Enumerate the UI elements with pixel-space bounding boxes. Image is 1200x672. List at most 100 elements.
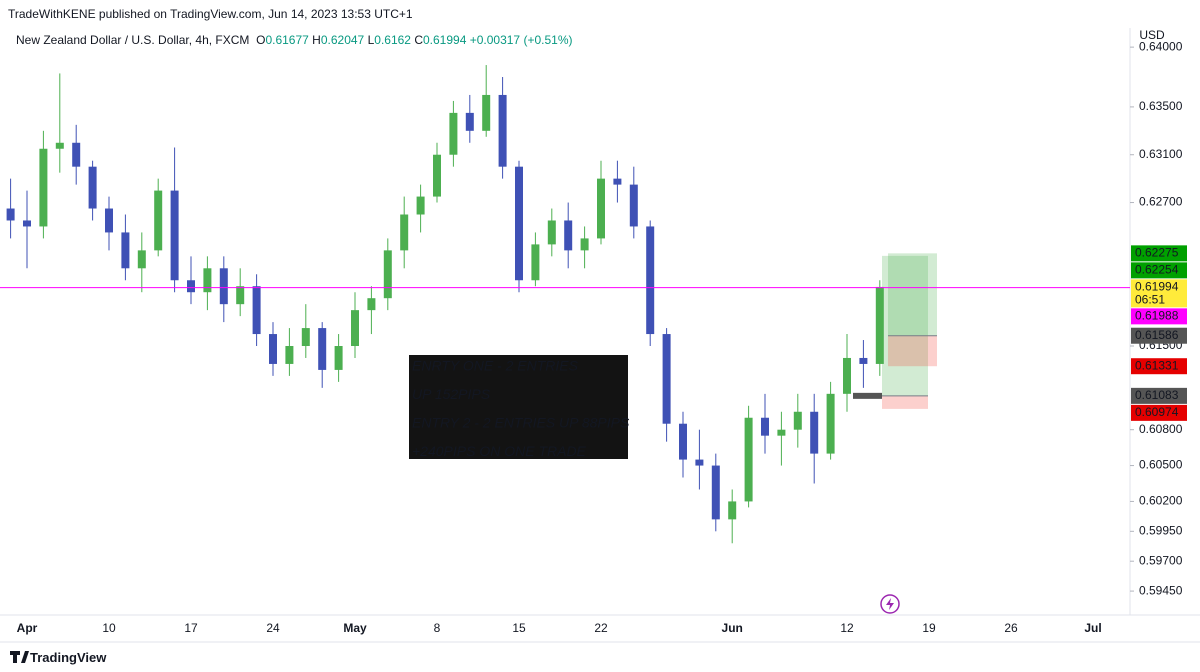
price-badge (1131, 262, 1187, 279)
candle-body (777, 429, 786, 436)
candle-body (498, 94, 507, 167)
candle-body (810, 411, 819, 454)
candle-body (285, 346, 294, 364)
ohlc-value: 0.61994 (422, 33, 467, 47)
annotation-text: +240PIPS ON ONE TRADE (412, 443, 587, 459)
candle-body (105, 208, 113, 233)
annotation-box (409, 355, 628, 459)
price-badge (1131, 358, 1187, 375)
candle-body (531, 244, 540, 281)
annotation-text: ENTRY 2 - 2 ENTRIES UP 88PIPS (412, 415, 630, 431)
price-badge (1131, 245, 1187, 262)
candle-body (646, 226, 655, 335)
annotation-text: ENRTY ONE - 2 ENTRIES (412, 358, 579, 374)
entry-marker (853, 392, 882, 399)
price-badge-label: 0.61586 (1135, 328, 1179, 342)
x-tick-label: 22 (594, 621, 608, 635)
candle-body (613, 178, 622, 185)
price-badge (1131, 308, 1187, 325)
price-badge (1131, 279, 1187, 308)
y-tick-label: 0.59700 (1139, 553, 1183, 567)
y-tick-label: 0.60800 (1139, 422, 1183, 436)
candle-body (580, 238, 589, 251)
alert-bolt (886, 598, 894, 610)
candle-body (728, 501, 737, 520)
candle-body (629, 184, 638, 227)
candle-body (383, 250, 392, 299)
candle-body (252, 286, 261, 335)
price-badge-label: 0.61083 (1135, 388, 1179, 402)
price-badge-label: 0.61994 (1135, 280, 1179, 294)
x-tick-label: May (343, 621, 367, 635)
x-tick-label: 26 (1004, 621, 1018, 635)
position-stop (882, 395, 928, 409)
y-tick-label: 0.64000 (1139, 39, 1183, 53)
candle-body (662, 334, 671, 424)
y-tick-label: 0.59450 (1139, 583, 1183, 597)
ohlc-value: 0.62047 (320, 33, 365, 47)
ohlc-value: 0.6162 (374, 33, 411, 47)
candle-body (236, 286, 245, 305)
x-tick-label: 17 (184, 621, 198, 635)
ohlc-label: L (367, 33, 375, 47)
x-tick-label: 8 (434, 621, 441, 635)
price-badge (1131, 387, 1187, 404)
price-badge-label: 0.62254 (1135, 263, 1179, 277)
candle-body (269, 334, 277, 364)
candle-body (564, 220, 573, 251)
candle-body (744, 417, 753, 502)
x-tick-label: Jul (1084, 621, 1101, 635)
price-badge (1131, 404, 1187, 421)
x-tick-label: 10 (102, 621, 116, 635)
x-tick-label: Apr (17, 621, 38, 635)
x-tick-label: 15 (512, 621, 526, 635)
candle-body (351, 310, 359, 347)
symbol: New Zealand Dollar / U.S. Dollar, 4h, FX… (16, 33, 250, 47)
candle-body (137, 250, 146, 269)
candle-body (203, 268, 212, 293)
price-badge-label: 0.61331 (1135, 358, 1179, 372)
candle-body (219, 268, 228, 305)
x-tick-label: 24 (266, 621, 280, 635)
candle-body (449, 112, 458, 155)
candle-body (433, 154, 441, 197)
candle-body (465, 112, 474, 131)
candle-body (859, 357, 868, 364)
candle-body (400, 214, 409, 251)
candle-body (301, 328, 310, 347)
candle-body (367, 298, 376, 311)
candle-body (761, 417, 769, 436)
alert-icon[interactable] (880, 594, 900, 614)
brand: TradingView (30, 650, 107, 665)
price-badge (1131, 327, 1187, 344)
candle-body (597, 178, 605, 239)
y-tick-label: 0.60200 (1139, 494, 1183, 508)
candle-body (875, 286, 884, 364)
x-tick-label: 19 (922, 621, 936, 635)
candle-body (6, 208, 15, 221)
ohlc-label: O (256, 33, 266, 47)
candle-body (72, 142, 81, 167)
candle-body (121, 232, 130, 269)
candle-body (55, 142, 64, 149)
ohlc-label: H (312, 33, 321, 47)
candle-body (482, 94, 491, 131)
countdown: 06:51 (1135, 293, 1165, 307)
y-tick-label: 0.60500 (1139, 458, 1183, 472)
candle-body (318, 328, 327, 370)
ohlc-value: 0.61677 (265, 33, 309, 47)
candle-body (88, 166, 97, 209)
position-target (888, 253, 937, 336)
candle-body (547, 220, 556, 245)
candle-body (695, 459, 704, 466)
candle-body (187, 280, 195, 293)
published-header: TradeWithKENE published on TradingView.c… (8, 7, 413, 21)
y-tick-label: 0.59950 (1139, 523, 1183, 537)
y-tick-label: 0.63100 (1139, 147, 1183, 161)
candle-body (515, 166, 523, 281)
tv-logo (10, 651, 29, 663)
candle-body (843, 357, 851, 394)
candle-body (154, 190, 163, 251)
annotation-text: UP 152PIPS (412, 386, 491, 402)
